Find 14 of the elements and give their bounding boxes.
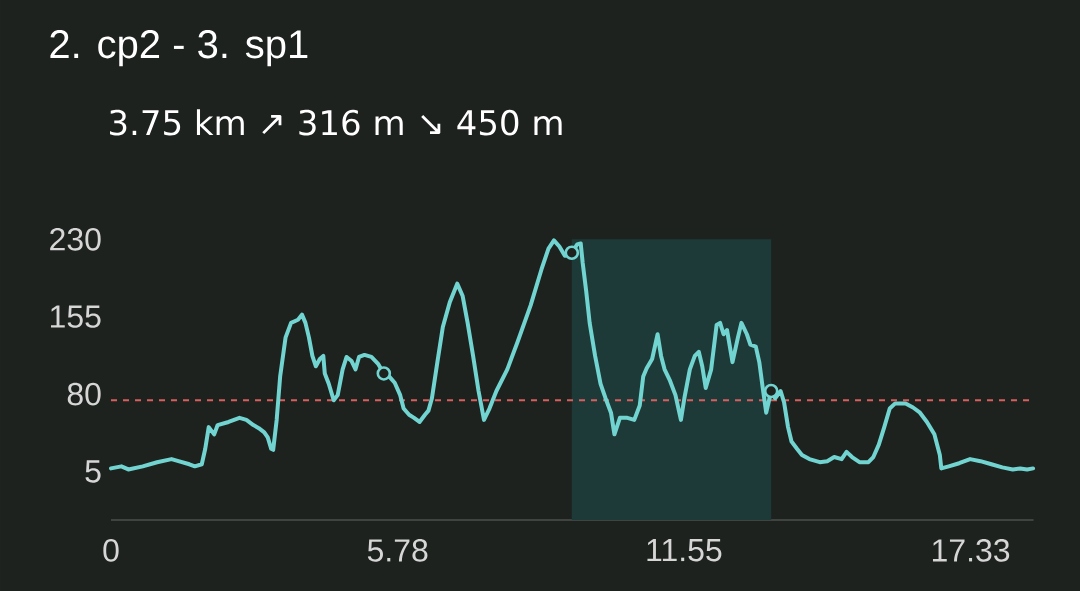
x-tick-label: 17.33 bbox=[932, 539, 1010, 562]
point bbox=[564, 245, 580, 261]
point bbox=[763, 383, 779, 399]
point bbox=[376, 366, 392, 381]
x-tick-label: 0 bbox=[103, 539, 119, 562]
x-tick-label: 5.78 bbox=[367, 539, 428, 562]
y-tick-label: 80 bbox=[67, 382, 101, 406]
y-tick-label: 5 bbox=[85, 460, 101, 483]
chart-title: 2. cp2 - 3. sp1 bbox=[50, 30, 308, 67]
line-series bbox=[109, 238, 1036, 472]
y-tick-label: 155 bbox=[51, 305, 101, 328]
chart-subtitle: 3.75 km ↗ 316 m ↘ 450 m bbox=[110, 109, 562, 136]
x-tick-label: 11.55 bbox=[647, 539, 722, 562]
y-tick-label: 230 bbox=[50, 227, 101, 251]
